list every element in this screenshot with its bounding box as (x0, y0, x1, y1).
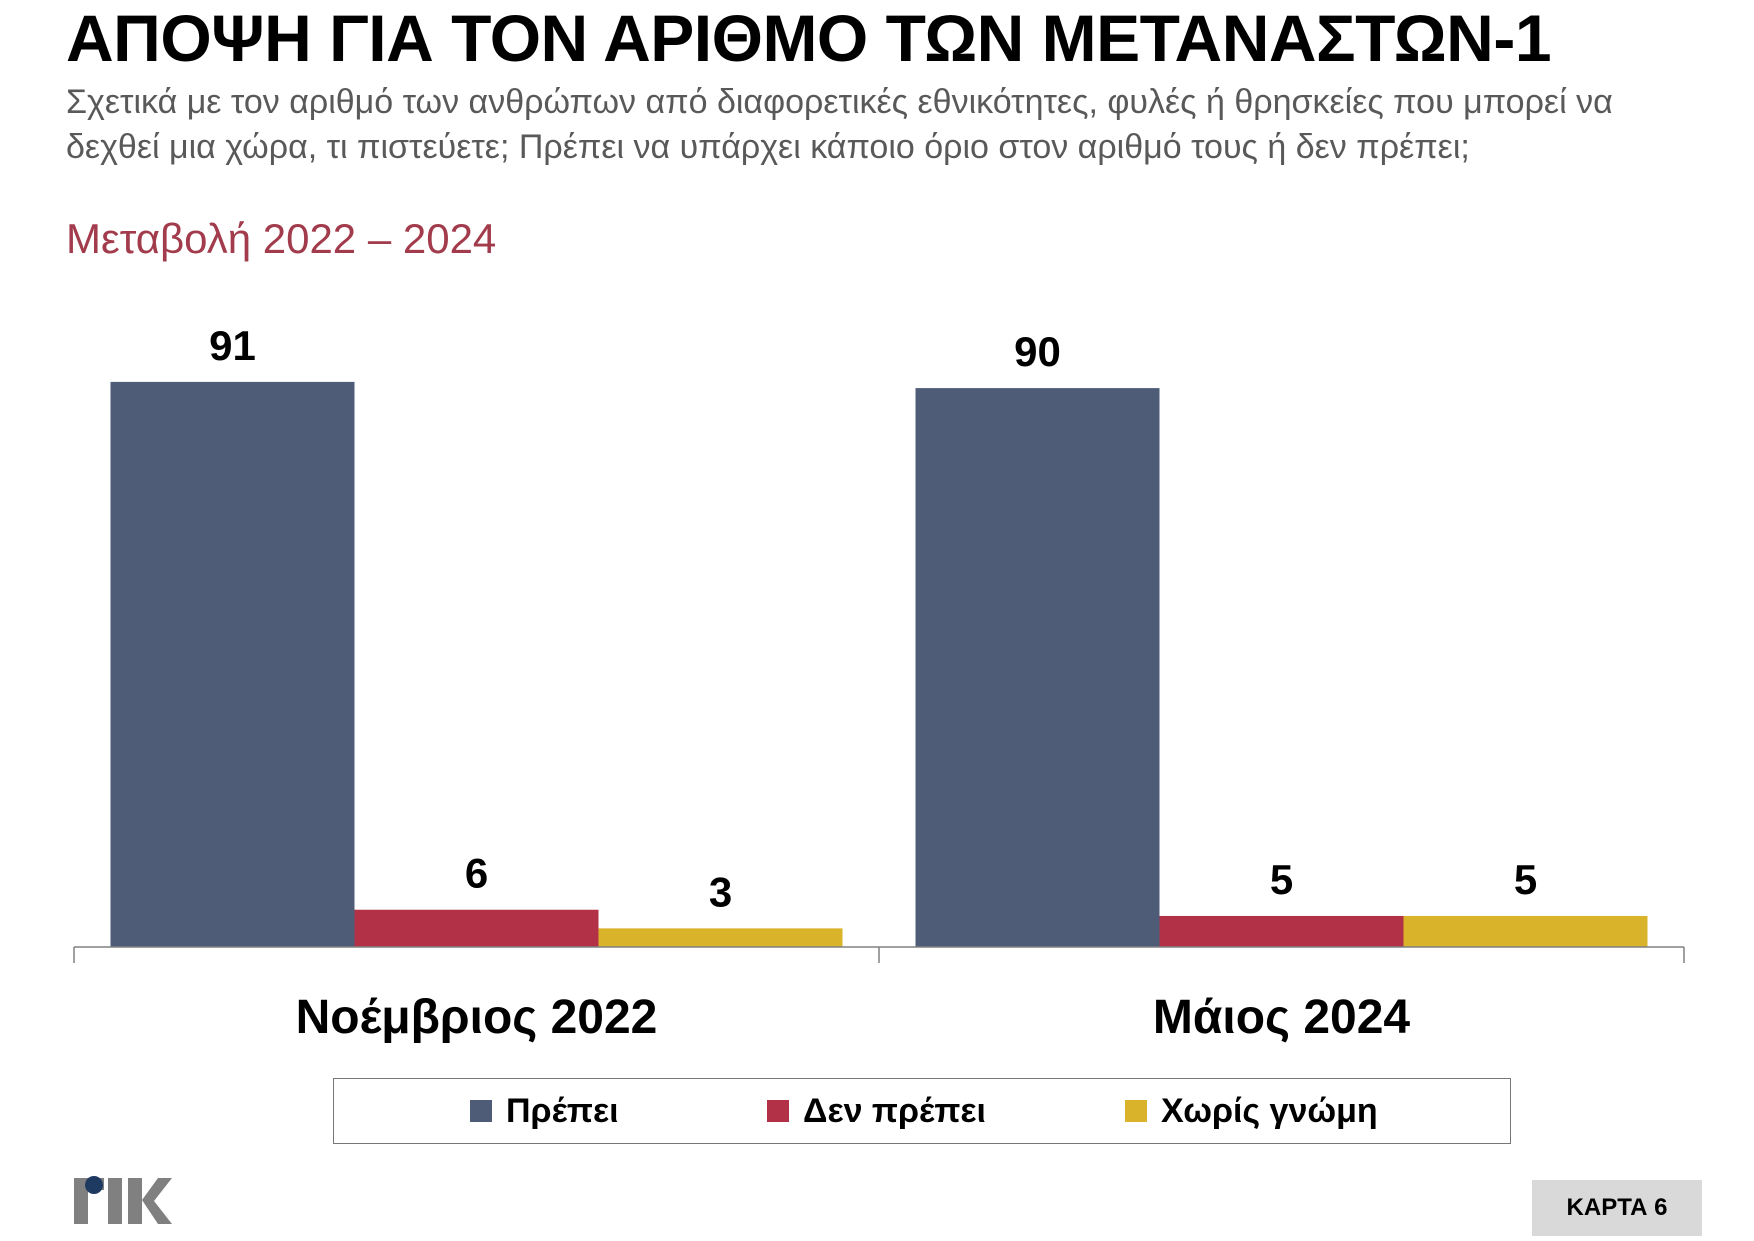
bar-den-prepei-1 (354, 909, 599, 947)
legend-item-den-prepei: Δεν πρέπει (767, 1091, 986, 1130)
bar-xoris-gnomi-1 (598, 928, 843, 947)
page-title: ΑΠΟΨΗ ΓΙΑ ΤΟΝ ΑΡΙΘΜΟ ΤΩΝ ΜΕΤΑΝΑΣΤΩΝ-1 (66, 1, 1552, 75)
data-label-den-prepei-1: 6 (465, 850, 488, 897)
legend-item-prepei: Πρέπει (470, 1091, 619, 1130)
legend-label-den-prepei: Δεν πρέπει (803, 1091, 986, 1130)
survey-question: Σχετικά με τον αριθμό των ανθρώπων από δ… (66, 83, 1613, 166)
bar-prepei-1 (110, 381, 355, 947)
data-label-den-prepei-2: 5 (1270, 856, 1293, 903)
legend-swatch-xoris-gnomi (1125, 1100, 1147, 1122)
data-label-prepei-1: 91 (209, 322, 256, 369)
data-label-prepei-2: 90 (1014, 328, 1061, 375)
legend-label-xoris-gnomi: Χωρίς γνώμη (1161, 1091, 1378, 1130)
rik-logo (74, 1176, 172, 1224)
legend-label-prepei: Πρέπει (506, 1091, 619, 1130)
legend-swatch-den-prepei (767, 1100, 789, 1122)
category-label-2: Μάιος 2024 (1153, 991, 1411, 1044)
chart-subtitle: Μεταβολή 2022 – 2024 (66, 215, 497, 262)
card-number-badge: ΚΑΡΤΑ 6 (1532, 1180, 1702, 1236)
bar-prepei-2 (915, 388, 1160, 948)
bar-xoris-gnomi-2 (1403, 915, 1648, 947)
bar-den-prepei-2 (1159, 915, 1404, 947)
legend-swatch-prepei (470, 1100, 492, 1122)
data-label-xoris-gnomi-1: 3 (709, 868, 732, 915)
bar-chart: 91 6 3 Νοέμβριος 2022 90 5 5 Μάιος 2024 (73, 322, 1685, 1044)
category-label-1: Νοέμβριος 2022 (296, 991, 658, 1044)
data-label-xoris-gnomi-2: 5 (1514, 856, 1537, 903)
chart-legend: Πρέπει Δεν πρέπει Χωρίς γνώμη (333, 1078, 1511, 1144)
legend-item-xoris-gnomi: Χωρίς γνώμη (1125, 1091, 1378, 1130)
